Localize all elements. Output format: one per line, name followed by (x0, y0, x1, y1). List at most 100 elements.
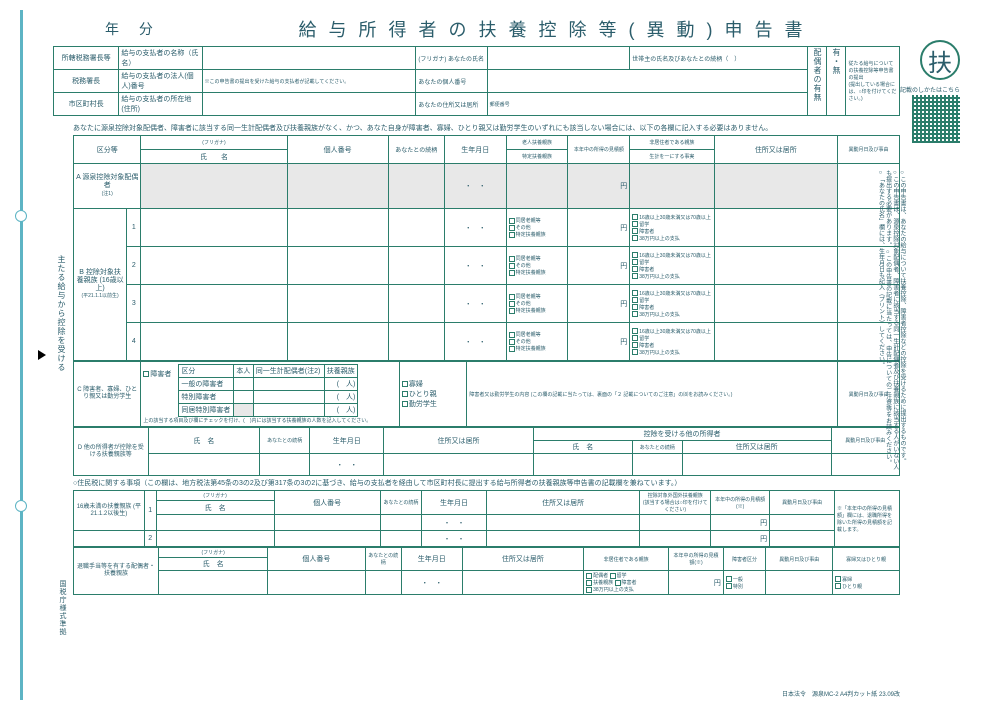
d1-oaddr[interactable] (682, 454, 831, 476)
col-tokutei: 特定扶養親族 (506, 150, 568, 164)
rowA-addr[interactable] (714, 164, 838, 209)
rowA-name[interactable] (141, 164, 287, 209)
rowB3-name[interactable] (141, 285, 287, 323)
f1-kojin[interactable] (268, 571, 365, 595)
rowB1-checks[interactable]: 同居老親等その他特定扶養親族 (506, 209, 568, 247)
rowB1-rel[interactable] (388, 209, 444, 247)
rowB3-checks[interactable]: 同居老親等その他特定扶養親族 (506, 285, 568, 323)
rowB2-kojin[interactable] (287, 247, 388, 285)
e2-gai[interactable] (640, 531, 711, 547)
rowB4-income[interactable]: 円 (568, 323, 630, 361)
f1-addr[interactable] (462, 571, 583, 595)
rowA-income[interactable]: 円 (568, 164, 630, 209)
hdr-r2c3: あなたの個人番号 (416, 70, 487, 93)
e1-kojin[interactable] (274, 515, 380, 531)
row-a-label: A 源泉控除対象配偶者(注1) (74, 164, 141, 209)
personal-number-field[interactable] (487, 70, 808, 93)
rowB1-nonres[interactable]: 16歳以上30歳未満又は70歳以上留学障害者38万円以上の支払 (630, 209, 714, 247)
rowA-kojin[interactable] (287, 164, 388, 209)
rowB1-name[interactable] (141, 209, 287, 247)
rowA-rel[interactable] (388, 164, 444, 209)
rowB4-birth[interactable]: ・ ・ (444, 323, 506, 361)
row-e-label: 16歳未満の扶養親族 (平21.1.2以後生) (74, 491, 145, 531)
e1-inc[interactable]: 円 (711, 515, 770, 531)
e2-kojin[interactable] (274, 531, 380, 547)
qr-note: 記載のしかたはこちら (900, 85, 960, 94)
row-f-label: 退職手当等を有する配偶者・扶養親族 (74, 548, 159, 595)
f-inc: 本年中の所得の見積額(※) (669, 548, 724, 571)
c-checks-area[interactable]: 障害者 区分本人同一生計配偶者(注2)扶養親族 一般の障害者( 人) 特別障害者… (141, 362, 399, 427)
row-c-label: C 障害者、寡婦、ひとり親又は勤労学生 (74, 362, 141, 427)
rowB2-addr[interactable] (714, 247, 838, 285)
rowB3-rel[interactable] (388, 285, 444, 323)
e2-name[interactable] (156, 531, 274, 547)
e2-inc[interactable]: 円 (711, 531, 770, 547)
rowB2-income[interactable]: 円 (568, 247, 630, 285)
e1-gai[interactable] (640, 515, 711, 531)
e1-rel[interactable] (380, 515, 421, 531)
hdr-r1c3: (フリガナ) あなたの氏名 (416, 47, 487, 70)
f1-kafu[interactable]: 寡婦ひとり親 (833, 571, 900, 595)
rowB1-income[interactable]: 円 (568, 209, 630, 247)
f1-inc[interactable]: 円 (669, 571, 724, 595)
e2-birth[interactable]: ・ ・ (422, 531, 487, 547)
e1-name[interactable] (156, 515, 274, 531)
e2-rel[interactable] (380, 531, 421, 547)
e1-birth[interactable]: ・ ・ (422, 515, 487, 531)
f1-name[interactable] (159, 571, 268, 595)
your-addr-field[interactable]: 郵便番号 (487, 93, 808, 116)
f1-chg[interactable] (766, 571, 833, 595)
rowA-rojin (506, 164, 568, 209)
f1-shogai[interactable]: 一般特別 (723, 571, 766, 595)
your-name-field[interactable] (487, 47, 630, 70)
e-birth: 生年月日 (422, 491, 487, 515)
rowB4-addr[interactable] (714, 323, 838, 361)
rowB1-addr[interactable] (714, 209, 838, 247)
rowB3-nonres[interactable]: 16歳以上30歳未満又は70歳以上留学障害者38万円以上の支払 (630, 285, 714, 323)
d1-orel[interactable] (632, 454, 682, 476)
f1-birth[interactable]: ・ ・ (401, 571, 462, 595)
rowB4-nonres[interactable]: 16歳以上30歳未満又は70歳以上留学障害者38万円以上の支払 (630, 323, 714, 361)
rowB3-income[interactable]: 円 (568, 285, 630, 323)
payer-name-field[interactable] (202, 47, 416, 70)
rowB2-checks[interactable]: 同居老親等その他特定扶養親族 (506, 247, 568, 285)
e1-addr[interactable] (486, 515, 639, 531)
hdr-r3c2: 給与の支払者の所在地(住所) (119, 93, 202, 116)
rowB3-birth[interactable]: ・ ・ (444, 285, 506, 323)
f-name: 氏 名 (159, 558, 268, 571)
d1-name[interactable] (148, 454, 260, 476)
f1-nonres[interactable]: 配偶者 留学扶養親族 障害者38万円以上の支払 (584, 571, 669, 595)
d-addr: 住所又は居所 (384, 428, 533, 454)
d-oaddr: 住所又は居所 (682, 441, 831, 454)
e2-num: 2 (144, 531, 156, 547)
footer: 日本法令 源泉MC-2 A4判カット紙 23.09改 (782, 689, 900, 698)
rowB2-birth[interactable]: ・ ・ (444, 247, 506, 285)
e1-chg[interactable] (770, 515, 835, 531)
rowB2-rel[interactable] (388, 247, 444, 285)
rowA-birth[interactable]: ・ ・ (444, 164, 506, 209)
e2-chg[interactable] (770, 531, 835, 547)
e-rel: あなたとの続柄 (380, 491, 421, 515)
d1-oname[interactable] (533, 454, 632, 476)
rowB3-kojin[interactable] (287, 285, 388, 323)
rowB2-nonres[interactable]: 16歳以上30歳未満又は70歳以上留学障害者38万円以上の支払 (630, 247, 714, 285)
payer-addr-field[interactable] (202, 93, 416, 116)
col-kubun: 区分等 (74, 136, 141, 164)
rowB4-checks[interactable]: 同居老親等その他特定扶養親族 (506, 323, 568, 361)
rowB2-name[interactable] (141, 247, 287, 285)
d1-birth[interactable]: ・ ・ (309, 454, 384, 476)
e2-addr[interactable] (486, 531, 639, 547)
rowB1-kojin[interactable] (287, 209, 388, 247)
c-kafu-area[interactable]: 寡婦 ひとり親 勤労学生 (399, 362, 466, 427)
f1-rel[interactable] (365, 571, 401, 595)
rowB4-kojin[interactable] (287, 323, 388, 361)
c-contents[interactable]: 障害者又は勤労学生の内容 (この欄の記載に当たっては、裏面の「２ 記載についての… (467, 362, 838, 427)
hdr-r3c3: あなたの住所又は居所 (416, 93, 487, 116)
rowB4-name[interactable] (141, 323, 287, 361)
d1-addr[interactable] (384, 454, 533, 476)
d1-rel[interactable] (260, 454, 310, 476)
rowB3-addr[interactable] (714, 285, 838, 323)
rowB4-rel[interactable] (388, 323, 444, 361)
note1: あなたに源泉控除対象配偶者、障害者に該当する同一生計配偶者及び扶養親族がなく、か… (73, 121, 900, 135)
rowB1-birth[interactable]: ・ ・ (444, 209, 506, 247)
